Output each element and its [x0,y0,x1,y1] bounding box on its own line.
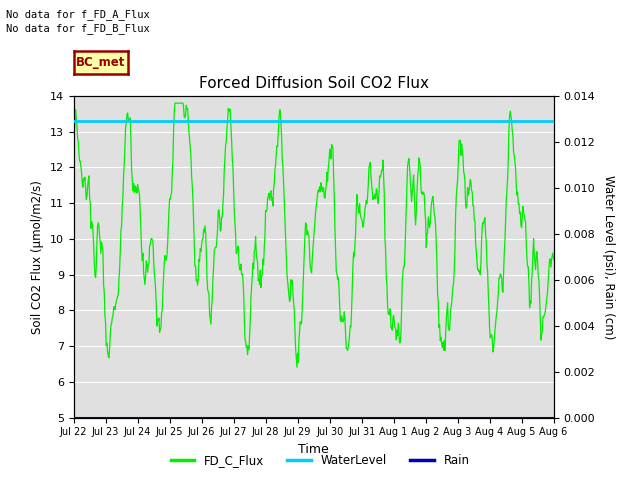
Y-axis label: Water Level (psi), Rain (cm): Water Level (psi), Rain (cm) [602,175,614,339]
Y-axis label: Soil CO2 Flux (μmol/m2/s): Soil CO2 Flux (μmol/m2/s) [31,180,44,334]
Text: No data for f_FD_A_Flux: No data for f_FD_A_Flux [6,9,150,20]
Text: BC_met: BC_met [76,56,125,70]
Legend: FD_C_Flux, WaterLevel, Rain: FD_C_Flux, WaterLevel, Rain [166,449,474,472]
Title: Forced Diffusion Soil CO2 Flux: Forced Diffusion Soil CO2 Flux [198,76,429,91]
X-axis label: Time: Time [298,443,329,456]
Text: No data for f_FD_B_Flux: No data for f_FD_B_Flux [6,23,150,34]
